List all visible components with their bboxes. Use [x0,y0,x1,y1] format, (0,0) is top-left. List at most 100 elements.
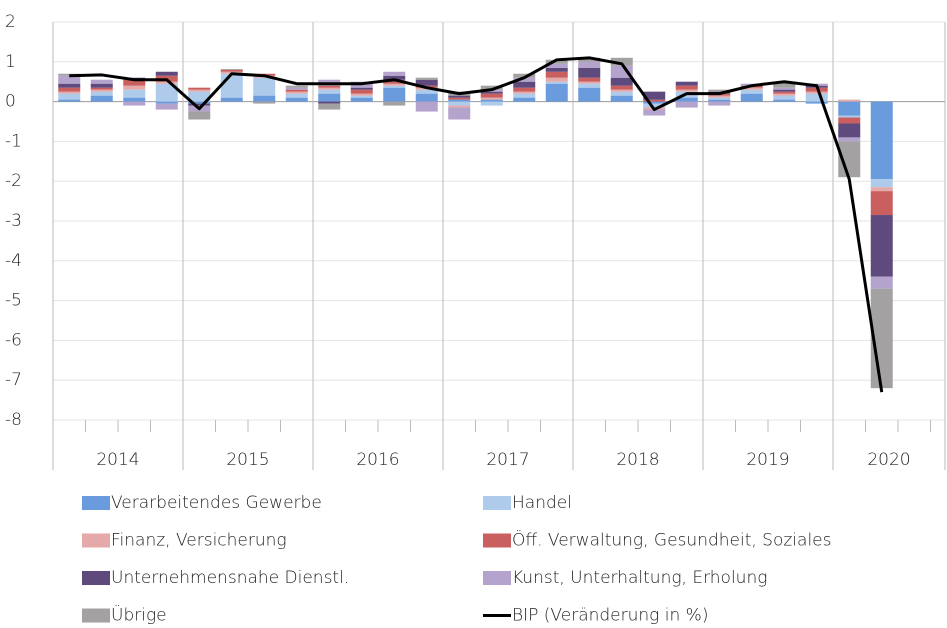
legend-label: Übrige [111,604,167,626]
x-tick-label: 2017 [486,450,529,470]
bar-segment [448,107,471,120]
bar-segment [870,191,893,216]
bar-segment [513,87,536,92]
bar-segment [838,99,861,102]
y-tick-label: -3 [5,211,22,231]
bar-segment [123,85,146,90]
bar-segment [838,115,861,118]
bar-segment [805,101,828,104]
y-tick-label: -4 [5,251,22,271]
bar-segment [220,73,243,98]
bar-segment [545,83,568,102]
bar-segment [415,93,438,102]
bar-segment [188,111,211,120]
bar-segment [578,67,601,78]
bar-segment [155,81,178,84]
bar-segment [513,77,536,82]
bar-segment [838,137,861,142]
bar-segment [708,95,731,98]
bar-segment [253,101,276,104]
y-tick-label: -6 [5,330,22,350]
bar-segment [318,85,341,88]
bar-segment [155,83,178,102]
bar-segment [123,101,146,106]
bar-segment [773,99,796,102]
bar-segment [155,103,178,110]
bar-segment [318,93,341,102]
bar-segment [318,101,341,104]
bar-segment [58,75,81,84]
bar-segment [285,85,308,88]
y-tick-label: -2 [5,171,22,191]
bar-segment [415,79,438,86]
bar-segment [545,71,568,78]
bar-segment [610,89,633,92]
bar-segment [740,87,763,90]
bar-segment [838,101,861,116]
bar-segment [350,95,373,98]
bar-segment [480,91,503,94]
bar-segment [318,103,341,110]
bar-segment [383,85,406,88]
bar-segment [188,89,211,92]
bar-segment [58,83,81,88]
x-tick-label: 2018 [616,450,659,470]
bar-segment [675,85,698,90]
bar-segment [773,89,796,92]
bip-line [69,56,884,393]
legend-swatch [82,496,110,510]
bar-segment [740,89,763,94]
bar-segment [578,83,601,88]
bar-segment [383,71,406,76]
bar-segment [610,95,633,102]
legend-label: Unternehmensnahe Dienstl. [111,568,349,588]
legend-label: Handel [512,493,572,513]
legend-label: Öff. Verwaltung, Gesundheit, Soziales [512,529,831,551]
bar-segment [318,87,341,90]
bar-segment [545,59,568,64]
bar-segment [513,73,536,78]
y-tick-label: -8 [5,410,22,430]
bar-segment [610,77,633,86]
bar-segment [870,215,893,277]
bar-segment [838,117,861,124]
bar-segment [220,68,243,70]
bar-segment [350,97,373,102]
bar-segment [383,83,406,86]
bar-segment [90,79,113,84]
bar-segment [773,91,796,94]
bar-segment [513,93,536,98]
bar-segment [285,89,308,92]
bar-segment [675,81,698,86]
bar-segment [285,97,308,102]
bar-segment [123,79,146,86]
bar-segment [448,99,471,102]
bar-segment [513,81,536,88]
bar-segment [643,91,666,100]
bar-segment [90,83,113,88]
bar-segment [773,87,796,90]
bar-segment [578,87,601,102]
bar-segment [253,77,276,96]
y-tick-label: -1 [5,131,22,151]
bar-segment [480,85,503,90]
bar-segment [578,61,601,68]
y-tick-label: 2 [5,12,16,32]
bar-segment [415,89,438,94]
bar-segment [708,99,731,102]
bar-segment [383,75,406,80]
bar-segment [415,77,438,80]
legend-swatch [82,608,110,623]
bar-segment [123,97,146,102]
legend-swatch [82,533,110,548]
bar-segment [870,179,893,188]
bar-segment [285,87,308,90]
bar-segment [740,93,763,102]
bar-segment [805,93,828,102]
bar-segment [123,89,146,98]
legend-label: BIP (Veränderung in %) [512,606,708,626]
bar-segment [545,63,568,68]
bar-segment [643,99,666,102]
bar-segment [643,109,666,116]
bar-segment [545,77,568,82]
